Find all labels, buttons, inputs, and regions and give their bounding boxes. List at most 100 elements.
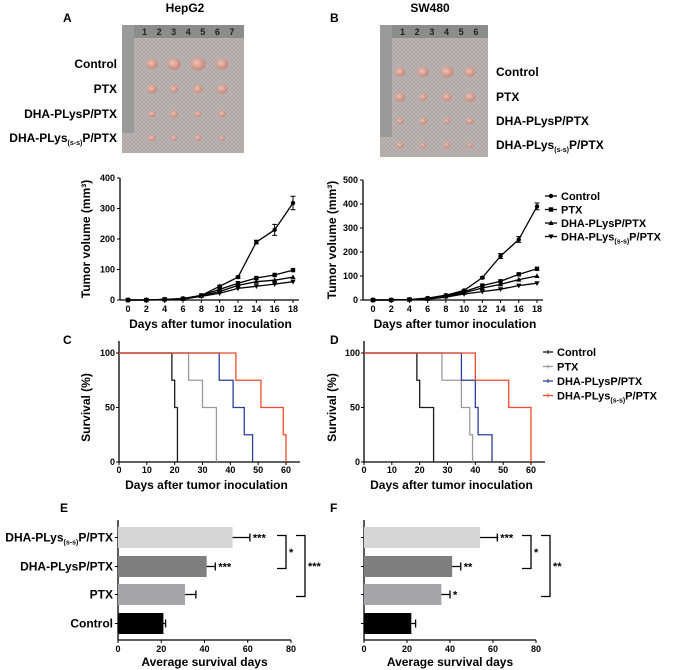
tumor bbox=[169, 85, 179, 93]
tumor bbox=[218, 110, 226, 118]
legend-label-dha_ss: DHA-PLys(s-s)P/PTX bbox=[561, 232, 662, 246]
category-label-control: Control bbox=[70, 617, 113, 631]
label-subscript: (s-s) bbox=[614, 239, 629, 246]
data-point-dha_ss bbox=[388, 298, 394, 303]
photo-row-label: DHA-PLys(s-s)P/PTX bbox=[496, 138, 604, 154]
label-subscript: (s-s) bbox=[610, 398, 625, 405]
survival-bar-chart-e: 0 20 40 60 80 Average survival days DHA-PLys(s… bbox=[5, 520, 322, 669]
ruler-left bbox=[380, 25, 392, 137]
x-tick-label: 0 bbox=[125, 304, 130, 314]
data-point-dha bbox=[516, 276, 522, 282]
legend-marker bbox=[548, 234, 554, 240]
series-line-dha bbox=[128, 276, 294, 301]
label-subscript: (s-s) bbox=[68, 140, 83, 147]
x-tick-label: 0 bbox=[115, 644, 120, 654]
x-tick-label: 12 bbox=[477, 304, 487, 314]
legend-label-dha_ss: DHA-PLys(s-s)P/PTX bbox=[557, 391, 658, 405]
series-line-control bbox=[373, 206, 538, 301]
tumor bbox=[190, 57, 206, 71]
survival-curve-dha_ss bbox=[364, 352, 532, 462]
data-point-dha bbox=[534, 273, 540, 278]
x-tick-label: 8 bbox=[443, 304, 448, 314]
ruler-top bbox=[134, 25, 244, 38]
x-tick-label: 60 bbox=[526, 465, 536, 475]
survival-chart-d: 0 50 100 0 10 20 30 40 50 60 Days after tumor inoc… bbox=[325, 341, 658, 492]
photo-row-label: PTX bbox=[496, 90, 519, 104]
legend-label-control: Control bbox=[561, 191, 600, 203]
data-point-control bbox=[516, 237, 521, 242]
photo-row-label: DHA-PLysP/PTX bbox=[24, 107, 117, 121]
tumor bbox=[193, 84, 203, 94]
ruler-mark: 1 bbox=[400, 27, 405, 37]
legend-label-ptx: PTX bbox=[557, 362, 579, 374]
y-tick-label: 400 bbox=[343, 199, 358, 209]
tumor bbox=[417, 67, 429, 77]
x-tick-label: 40 bbox=[445, 644, 455, 654]
label-part: P/PTX bbox=[569, 138, 604, 152]
legend-label-control: Control bbox=[557, 347, 596, 359]
data-point-control bbox=[254, 239, 259, 245]
y-tick-label: 200 bbox=[343, 247, 358, 257]
ruler-mark: 4 bbox=[186, 27, 191, 37]
legend-marker bbox=[548, 193, 554, 199]
x-tick-label: 0 bbox=[361, 465, 366, 475]
category-label-ptx: PTX bbox=[90, 588, 113, 602]
data-point-dha_ss bbox=[290, 279, 296, 285]
data-point-dha_ss bbox=[180, 297, 186, 302]
label-subscript: (s-s) bbox=[554, 147, 569, 154]
y-tick-label: 0 bbox=[110, 295, 115, 305]
photo-row-label: PTX bbox=[94, 82, 117, 96]
tumor bbox=[396, 141, 404, 149]
significance-marker: *** bbox=[218, 562, 232, 574]
data-point-dha bbox=[272, 277, 278, 283]
x-tick-label: 30 bbox=[442, 465, 452, 475]
y-tick-label: 300 bbox=[343, 223, 358, 233]
y-tick-label: 400 bbox=[100, 173, 115, 183]
tumor bbox=[464, 92, 476, 102]
bar-control bbox=[118, 613, 164, 634]
tumor bbox=[219, 135, 225, 141]
tumor bbox=[167, 58, 181, 70]
data-point-ptx bbox=[272, 272, 277, 278]
data-point-dha_ss bbox=[162, 297, 168, 303]
tumor bbox=[418, 117, 428, 125]
data-point-control bbox=[480, 275, 485, 280]
y-axis-label: Tumor volume (mm³) bbox=[79, 180, 93, 298]
label-part: P/PTX bbox=[629, 232, 661, 244]
ruler-left bbox=[122, 25, 134, 133]
ruler-top bbox=[392, 25, 488, 38]
data-point-ptx bbox=[498, 279, 503, 284]
data-point-dha_ss bbox=[235, 286, 241, 292]
error-bar bbox=[163, 619, 167, 628]
tumor-growth-chart-b: 0 100 200 300 400 500 0 2 4 6 8 10 12 14 16 18 Days afte… bbox=[325, 175, 662, 331]
survival-chart-c: 0 50 100 0 10 20 30 40 50 60 Days after tumor inoc… bbox=[79, 341, 300, 492]
ruler-mark: 5 bbox=[200, 27, 205, 37]
data-point-control bbox=[272, 227, 277, 233]
data-point-dha_ss bbox=[497, 287, 504, 292]
data-point-dha_ss bbox=[479, 289, 485, 295]
y-tick-label: 100 bbox=[343, 271, 358, 281]
survival-curve-ptx bbox=[364, 352, 474, 462]
ruler-mark: 2 bbox=[415, 27, 420, 37]
data-point-ptx bbox=[516, 272, 521, 277]
photo-row-label: DHA-PLysP/PTX bbox=[496, 114, 589, 128]
tumor bbox=[148, 110, 156, 118]
x-tick-label: 80 bbox=[286, 644, 296, 654]
bracket-significance: * bbox=[289, 547, 294, 559]
bar-ptx bbox=[364, 584, 442, 605]
x-tick-label: 60 bbox=[243, 644, 253, 654]
data-point-dha_ss bbox=[217, 291, 223, 297]
tumor bbox=[440, 66, 454, 78]
data-point-dha bbox=[235, 282, 241, 288]
bracket-significance: * bbox=[534, 547, 539, 559]
data-point-dha_ss bbox=[272, 282, 278, 287]
legend-label-dha: DHA-PLysP/PTX bbox=[561, 218, 647, 230]
label-part: DHA-PLys bbox=[9, 131, 68, 145]
data-point-dha_ss bbox=[516, 283, 522, 289]
x-tick-label: 20 bbox=[402, 644, 412, 654]
